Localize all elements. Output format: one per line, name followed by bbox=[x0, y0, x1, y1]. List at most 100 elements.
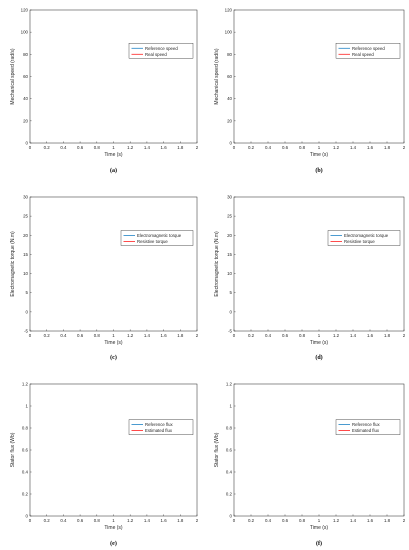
y-tick-label: 0.2 bbox=[22, 492, 29, 497]
subfigure-caption: (a) bbox=[110, 167, 117, 174]
y-axis-label: Stator flux (Wb) bbox=[214, 432, 220, 467]
y-tick-label: 25 bbox=[227, 214, 232, 219]
x-axis-label: Time (s) bbox=[104, 340, 122, 346]
x-tick-label: 1 bbox=[112, 145, 115, 150]
x-tick-label: 0.6 bbox=[77, 333, 84, 338]
x-tick-label: 0.2 bbox=[248, 518, 255, 523]
y-axis-label: Electromagnetic torque (N.m) bbox=[10, 231, 16, 297]
legend-box bbox=[128, 43, 194, 59]
x-tick-label: 0.2 bbox=[44, 518, 51, 523]
y-tick-label: -5 bbox=[228, 329, 232, 334]
x-tick-label: 1.8 bbox=[384, 518, 391, 523]
x-tick-label: 1.2 bbox=[333, 333, 340, 338]
x-tick-label: 1.4 bbox=[144, 518, 151, 523]
y-axis-label: Mechanical speed (rad/s) bbox=[214, 48, 220, 104]
y-tick-label: 0.6 bbox=[226, 448, 233, 453]
y-tick-label: 30 bbox=[23, 195, 28, 200]
x-tick-label: 0 bbox=[233, 333, 236, 338]
legend-label: Reference flux bbox=[352, 422, 381, 427]
x-tick-label: 0.8 bbox=[94, 145, 101, 150]
x-tick-label: 1.6 bbox=[161, 333, 168, 338]
y-tick-label: 60 bbox=[227, 74, 232, 79]
y-axis-label: Stator flux (Wb) bbox=[10, 432, 16, 467]
legend-label: Estimated flux bbox=[352, 428, 380, 433]
x-tick-label: 1.8 bbox=[177, 145, 184, 150]
axis-frame bbox=[29, 196, 198, 332]
y-tick-label: 80 bbox=[227, 52, 232, 57]
legend-box bbox=[335, 419, 401, 435]
x-tick-label: 0.6 bbox=[282, 518, 289, 523]
legend-label: Reference speed bbox=[352, 46, 385, 51]
x-tick-label: 0.6 bbox=[77, 518, 84, 523]
axis-frame bbox=[29, 383, 198, 517]
x-tick-label: 0.4 bbox=[265, 333, 272, 338]
y-tick-label: 0.2 bbox=[226, 492, 233, 497]
x-tick-label: 1.2 bbox=[127, 333, 134, 338]
x-tick-label: 0.4 bbox=[60, 518, 67, 523]
y-tick-label: 20 bbox=[23, 233, 28, 238]
x-tick-label: 0.8 bbox=[94, 518, 101, 523]
x-tick-label: 1.4 bbox=[350, 333, 357, 338]
y-tick-label: 60 bbox=[23, 74, 28, 79]
x-tick-label: 1 bbox=[318, 518, 321, 523]
x-tick-label: 1.2 bbox=[127, 145, 134, 150]
x-axis-label: Time (s) bbox=[104, 152, 122, 158]
x-tick-label: 0 bbox=[29, 333, 32, 338]
x-tick-label: 2 bbox=[196, 518, 199, 523]
y-tick-label: 0 bbox=[26, 141, 29, 146]
y-tick-label: 10 bbox=[23, 271, 28, 276]
y-tick-label: 5 bbox=[230, 290, 233, 295]
legend-label: Electromagnetic torque bbox=[137, 233, 182, 238]
x-tick-label: 0.8 bbox=[299, 518, 306, 523]
chart-c: 0 0.2 0.4 0.6 0.8 1 1.2 1.4 1.6 1.8 2-505101520253… bbox=[10, 195, 199, 362]
x-tick-label: 0.6 bbox=[282, 333, 289, 338]
subfigure-caption: (d) bbox=[315, 354, 322, 361]
x-tick-label: 1.4 bbox=[144, 145, 151, 150]
subfigure-caption: (c) bbox=[110, 354, 117, 361]
x-tick-label: 2 bbox=[196, 333, 199, 338]
chart-d: 0 0.2 0.4 0.6 0.8 1 1.2 1.4 1.6 1.8 2-505101520253… bbox=[214, 195, 406, 362]
y-tick-label: 25 bbox=[23, 214, 28, 219]
x-tick-label: 1.4 bbox=[144, 333, 151, 338]
x-tick-label: 1.6 bbox=[367, 333, 374, 338]
y-tick-label: 0.8 bbox=[226, 426, 233, 431]
y-tick-label: 0 bbox=[26, 309, 29, 314]
x-tick-label: 1.6 bbox=[161, 145, 168, 150]
legend-label: Electromagnetic torque bbox=[344, 233, 389, 238]
x-tick-label: 1.8 bbox=[384, 333, 391, 338]
x-tick-label: 1.6 bbox=[367, 145, 374, 150]
x-tick-label: 1 bbox=[112, 333, 115, 338]
y-tick-label: 10 bbox=[227, 271, 232, 276]
x-tick-label: 1.4 bbox=[350, 518, 357, 523]
x-tick-label: 0.8 bbox=[299, 145, 306, 150]
legend-label: Resistive torque bbox=[137, 239, 168, 244]
x-tick-label: 0.6 bbox=[282, 145, 289, 150]
legend-box bbox=[327, 230, 401, 246]
x-tick-label: 1.8 bbox=[177, 518, 184, 523]
subfigure-caption: (e) bbox=[110, 540, 117, 547]
y-tick-label: 120 bbox=[21, 8, 29, 13]
x-tick-label: 1.8 bbox=[177, 333, 184, 338]
y-tick-label: 15 bbox=[227, 252, 232, 257]
x-tick-label: 0.2 bbox=[44, 333, 51, 338]
legend-label: Real speed bbox=[145, 52, 167, 57]
x-tick-label: 0 bbox=[233, 145, 236, 150]
legend-label: Reference speed bbox=[145, 46, 178, 51]
y-tick-label: 15 bbox=[23, 252, 28, 257]
y-tick-label: 1 bbox=[26, 404, 29, 409]
y-tick-label: 20 bbox=[227, 118, 232, 123]
y-tick-label: 0 bbox=[230, 141, 233, 146]
chart-e: 0 0.2 0.4 0.6 0.8 1 1.2 1.4 1.6 1.8 2 0 0.2 0.4 0.6 0.8… bbox=[10, 382, 199, 548]
x-tick-label: 1.2 bbox=[333, 145, 340, 150]
x-tick-label: 0.2 bbox=[248, 145, 255, 150]
x-axis-label: Time (s) bbox=[310, 525, 328, 531]
x-tick-label: 0 bbox=[233, 518, 236, 523]
x-tick-label: 0.2 bbox=[248, 333, 255, 338]
x-tick-label: 1 bbox=[318, 333, 321, 338]
y-tick-label: 80 bbox=[23, 52, 28, 57]
x-axis-label: Time (s) bbox=[310, 340, 328, 346]
axis-frame bbox=[233, 196, 405, 332]
